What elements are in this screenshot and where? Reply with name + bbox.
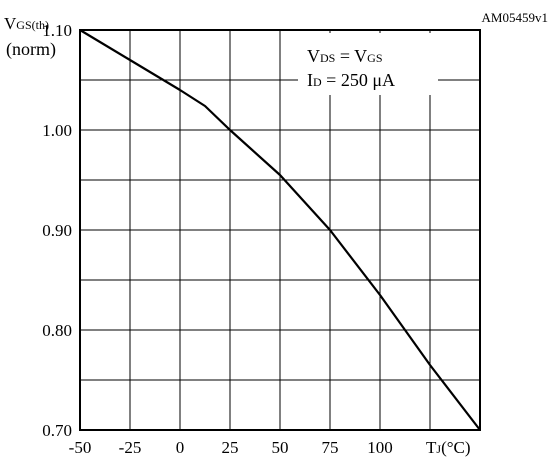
y-tick-label: 0.80 [42, 321, 72, 340]
y-axis-label: VGS(th) [4, 14, 49, 33]
y-tick-label: 1.10 [42, 21, 72, 40]
annotation-box [298, 33, 438, 95]
y-tick-label: 0.90 [42, 221, 72, 240]
figure-id: AM05459v1 [482, 10, 548, 25]
y-axis-label-sub: GS(th) [16, 18, 49, 32]
y-tick-label: 1.00 [42, 121, 72, 140]
annotation-line1: VDS = VGS [307, 46, 383, 66]
x-tick-label: 25 [222, 438, 239, 457]
y-tick-label: 0.70 [42, 421, 72, 440]
x-tick-label: 50 [272, 438, 289, 457]
x-axis-label: TJ(°C) [426, 438, 471, 457]
y-axis-label-line2: (norm) [6, 39, 56, 60]
x-axis-label-sub: J [436, 442, 441, 456]
series-line [79, 29, 481, 431]
x-tick-label: 0 [176, 438, 185, 457]
x-axis-label-unit: (°C) [441, 438, 470, 457]
x-axis-label-main: T [426, 438, 437, 457]
x-tick-label: 100 [367, 438, 393, 457]
y-tick-labels: 1.10 1.00 0.90 0.80 0.70 [42, 21, 72, 440]
x-tick-label: 75 [322, 438, 339, 457]
x-tick-label: -50 [69, 438, 92, 457]
plot-frame [79, 29, 481, 431]
x-tick-label: -25 [119, 438, 142, 457]
y-axis-label-main: V [4, 14, 17, 33]
annotation-line2: ID = 250 μA [307, 70, 395, 90]
x-tick-labels: -50 -25 0 25 50 75 100 [69, 438, 393, 457]
